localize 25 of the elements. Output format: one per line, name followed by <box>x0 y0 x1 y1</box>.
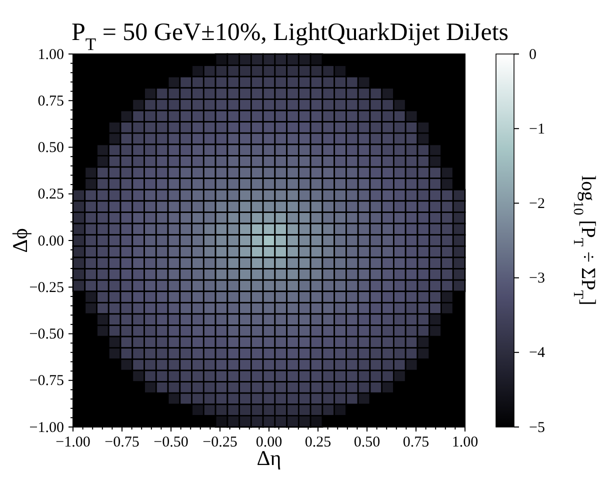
color-bar-label: −4 <box>529 345 546 362</box>
x-tick-label: −0.50 <box>154 434 188 451</box>
x-tick-label: 0.25 <box>304 434 332 451</box>
y-tick-label: 1.00 <box>38 46 64 63</box>
y-tick-label: 0.75 <box>38 93 64 110</box>
y-tick-label: −1.00 <box>29 420 64 436</box>
x-tick-label: 0.75 <box>402 434 430 451</box>
y-axis-title: Δϕ <box>8 228 32 253</box>
chart-title: P$_{T}$ = 50 GeV±10%, LightQuarkDijet DiJets <box>71 19 509 54</box>
color-bar-label: −3 <box>529 270 545 287</box>
x-tick-label: −0.25 <box>202 434 238 451</box>
color-bar-label: −5 <box>529 420 545 436</box>
x-tick-label: −1.00 <box>56 434 90 451</box>
y-tick-label: 0.50 <box>38 140 64 156</box>
y-tick-label: −0.75 <box>29 373 64 390</box>
y-tick-label: −0.50 <box>29 326 64 343</box>
y-tick-label: 0.25 <box>38 186 64 203</box>
y-tick-label: −0.25 <box>29 280 64 296</box>
x-tick-label: 0.50 <box>354 434 380 451</box>
x-tick-label: −0.75 <box>104 434 140 451</box>
color-bar-label: 0 <box>529 46 536 63</box>
color-bar-label: −1 <box>529 121 545 138</box>
color-bar-label: −2 <box>529 196 545 212</box>
x-tick-label: 1.00 <box>452 434 478 451</box>
y-tick-label: 0.00 <box>38 233 64 250</box>
